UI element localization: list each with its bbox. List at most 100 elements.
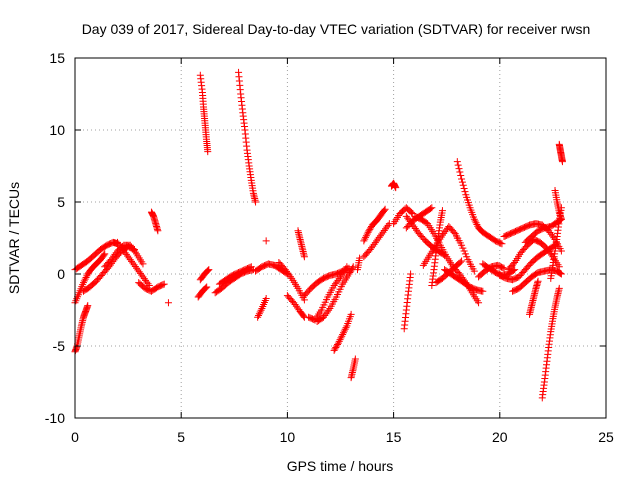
series-s37 xyxy=(428,207,446,290)
data-point xyxy=(459,181,467,189)
data-point xyxy=(407,270,415,278)
data-point xyxy=(460,184,468,192)
data-point xyxy=(336,336,344,344)
data-point xyxy=(348,264,356,272)
series-s10 xyxy=(196,71,212,156)
y-axis-ticks: -10 -5 0 5 10 15 xyxy=(45,50,606,426)
data-point xyxy=(82,273,90,281)
series-s05 xyxy=(101,241,147,271)
x-axis-label: GPS time / hours xyxy=(287,458,394,474)
data-point xyxy=(558,158,566,166)
series-s25 xyxy=(330,310,355,354)
data-point xyxy=(346,269,354,277)
data-point xyxy=(463,253,471,261)
series-s39 xyxy=(432,257,466,287)
series-s02 xyxy=(71,250,109,307)
data-point xyxy=(458,175,466,183)
data-point xyxy=(325,306,333,314)
data-point xyxy=(330,346,338,354)
series-s47 xyxy=(500,220,565,255)
data-point xyxy=(139,260,147,268)
y-tick-label: -5 xyxy=(53,338,66,354)
data-point xyxy=(256,308,264,316)
data-point xyxy=(407,208,415,216)
series-s26 xyxy=(347,355,359,382)
data-point xyxy=(557,215,565,223)
data-point xyxy=(100,251,108,259)
data-point xyxy=(201,285,209,293)
data-point xyxy=(380,206,388,214)
series-s19 xyxy=(275,258,308,304)
series-s07 xyxy=(135,279,168,295)
data-point xyxy=(365,227,373,235)
data-point xyxy=(455,165,463,173)
data-point xyxy=(458,178,466,186)
data-point xyxy=(339,329,347,337)
series-s48 xyxy=(521,215,565,246)
data-point xyxy=(204,148,212,156)
data-point xyxy=(428,204,436,212)
series-s18 xyxy=(262,237,270,245)
series-s24 xyxy=(313,263,357,326)
data-point xyxy=(453,158,461,166)
data-point xyxy=(332,343,340,351)
data-point xyxy=(458,257,466,265)
data-point xyxy=(348,266,356,274)
data-point xyxy=(343,263,351,271)
data-point xyxy=(356,254,364,262)
data-point xyxy=(160,280,168,288)
data-point xyxy=(335,337,343,345)
data-point xyxy=(79,279,87,287)
data-point xyxy=(438,207,446,215)
data-point xyxy=(131,248,139,256)
data-point xyxy=(254,313,262,321)
series-s53 xyxy=(555,140,566,166)
data-point xyxy=(252,198,260,206)
data-point xyxy=(347,267,355,275)
data-point xyxy=(461,188,469,196)
data-point xyxy=(300,253,308,261)
series-s12 xyxy=(196,266,213,284)
data-point xyxy=(456,258,464,266)
series-s52 xyxy=(551,186,565,223)
data-point xyxy=(203,283,211,291)
data-point xyxy=(246,263,254,271)
y-tick-label: 0 xyxy=(57,266,65,282)
data-point xyxy=(334,339,342,347)
x-tick-label: 15 xyxy=(386,429,402,445)
x-tick-label: 20 xyxy=(492,429,508,445)
series-s01 xyxy=(71,302,92,356)
data-point xyxy=(204,267,212,275)
data-point xyxy=(534,277,542,285)
plot-frame xyxy=(74,57,607,419)
data-point xyxy=(555,284,563,292)
data-point xyxy=(456,168,464,176)
data-point xyxy=(247,263,255,271)
data-point xyxy=(458,241,466,249)
data-point xyxy=(557,247,565,255)
data-point xyxy=(471,217,479,225)
data-point xyxy=(498,240,506,248)
series-s09 xyxy=(164,299,172,307)
series-s32 xyxy=(400,270,415,333)
data-point xyxy=(340,327,348,335)
x-axis-ticks: 0 5 10 15 20 25 xyxy=(71,58,614,445)
chart-title: Day 039 of 2017, Sidereal Day-to-day VTE… xyxy=(82,21,591,37)
y-tick-label: -10 xyxy=(45,410,65,426)
data-point xyxy=(331,345,339,353)
data-point xyxy=(334,341,342,349)
data-point xyxy=(450,228,458,236)
data-points xyxy=(71,68,566,402)
series-s36 xyxy=(419,222,478,275)
series-s30 xyxy=(387,179,400,192)
series-s22 xyxy=(300,264,353,300)
data-point xyxy=(345,270,353,278)
series-s23 xyxy=(305,263,351,324)
data-point xyxy=(360,237,368,245)
data-point xyxy=(367,224,375,232)
data-point xyxy=(81,275,89,283)
series-s27 xyxy=(353,254,364,274)
data-point xyxy=(338,332,346,340)
data-point xyxy=(262,237,270,245)
